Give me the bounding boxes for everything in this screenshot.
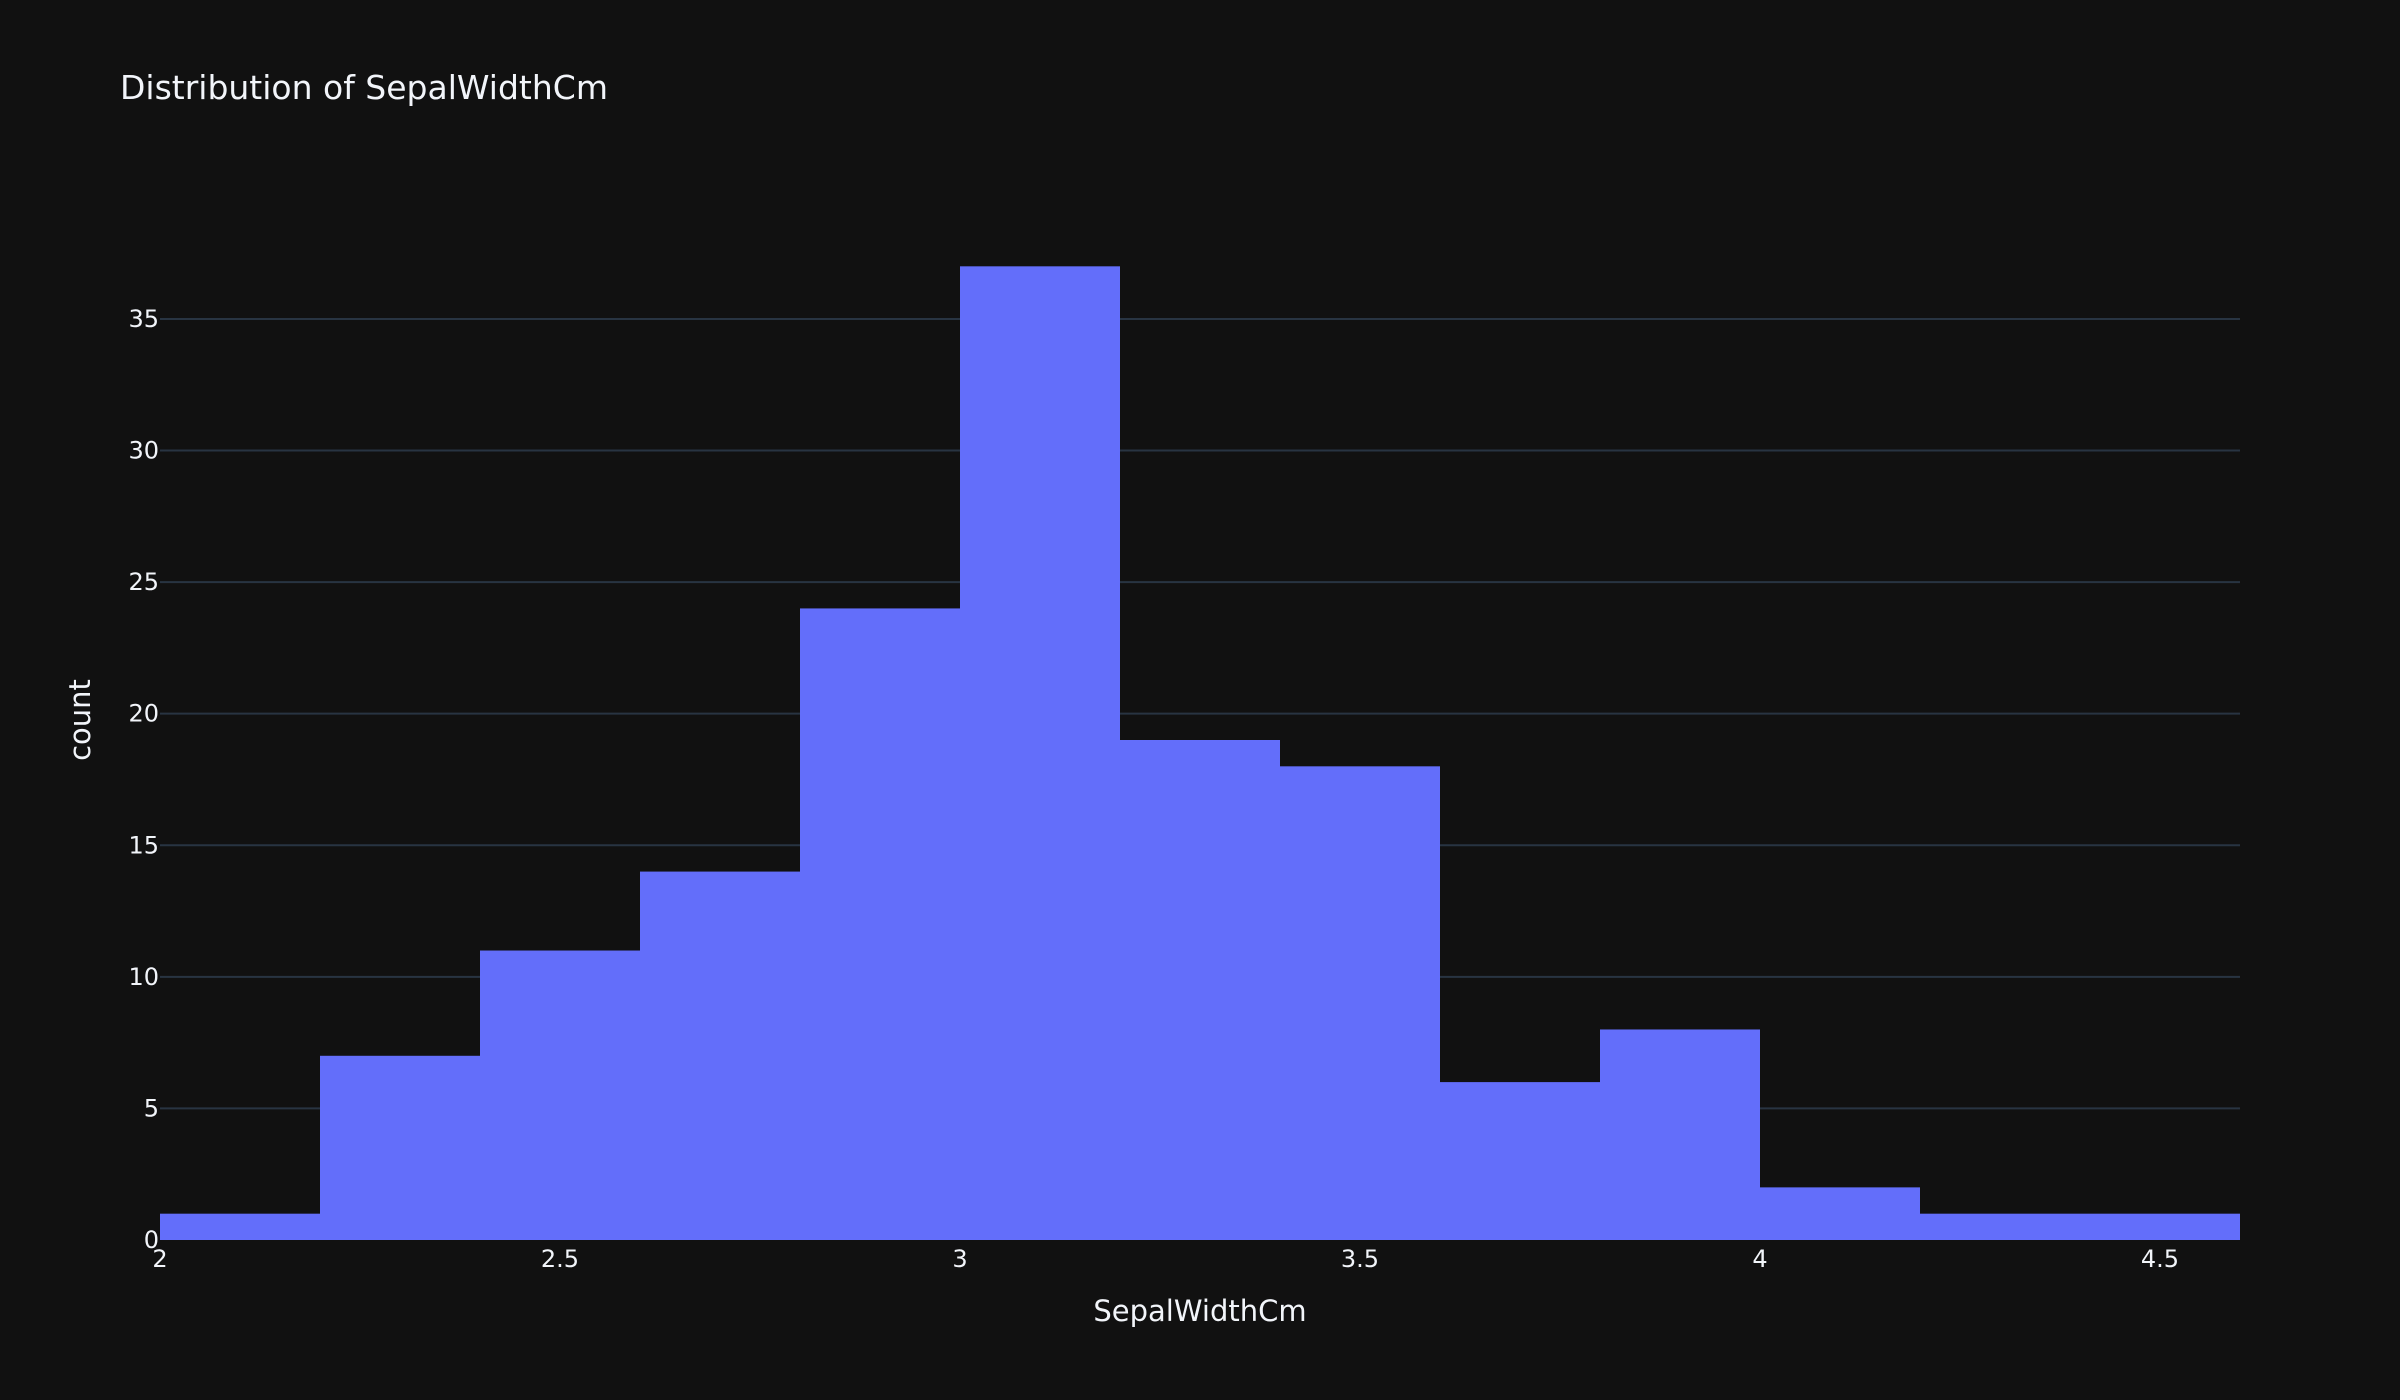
histogram-bar-10[interactable] [1760, 1187, 1920, 1240]
histogram-bar-9[interactable] [1600, 1029, 1760, 1240]
histogram-bar-4[interactable] [800, 608, 960, 1240]
chart-title: Distribution of SepalWidthCm [120, 68, 608, 107]
y-tick-label: 25 [128, 568, 159, 596]
x-tick-label: 3 [952, 1245, 967, 1273]
x-tick-label: 4.5 [2141, 1245, 2179, 1273]
y-tick-label: 15 [128, 831, 159, 859]
x-tick-label: 4 [1752, 1245, 1767, 1273]
histogram-bar-7[interactable] [1280, 766, 1440, 1240]
histogram-bar-2[interactable] [480, 950, 640, 1240]
y-tick-label: 30 [128, 437, 159, 465]
histogram-bars [160, 266, 2240, 1240]
y-tick-label: 0 [144, 1226, 159, 1254]
y-tick-label: 20 [128, 700, 159, 728]
x-tick-labels: 2 2.5 3 3.5 4 4.5 [152, 1245, 2179, 1273]
histogram-bar-8[interactable] [1440, 1082, 1600, 1240]
y-tick-label: 35 [128, 305, 159, 333]
x-tick-label: 2.5 [541, 1245, 579, 1273]
histogram-bar-12[interactable] [2080, 1213, 2240, 1240]
histogram-bar-6[interactable] [1120, 740, 1280, 1240]
histogram-bar-3[interactable] [640, 871, 800, 1240]
x-axis-title: SepalWidthCm [1093, 1294, 1306, 1328]
x-tick-label: 2 [152, 1245, 167, 1273]
histogram-bar-0[interactable] [160, 1213, 320, 1240]
y-axis-title: count [63, 679, 97, 761]
histogram-bar-11[interactable] [1920, 1213, 2080, 1240]
x-tick-label: 3.5 [1341, 1245, 1379, 1273]
y-tick-label: 10 [128, 963, 159, 991]
y-tick-labels: 0 5 10 15 20 25 30 35 [128, 305, 159, 1254]
histogram-bar-1[interactable] [320, 1055, 480, 1240]
y-tick-label: 5 [144, 1094, 159, 1122]
histogram-bar-5[interactable] [960, 266, 1120, 1240]
